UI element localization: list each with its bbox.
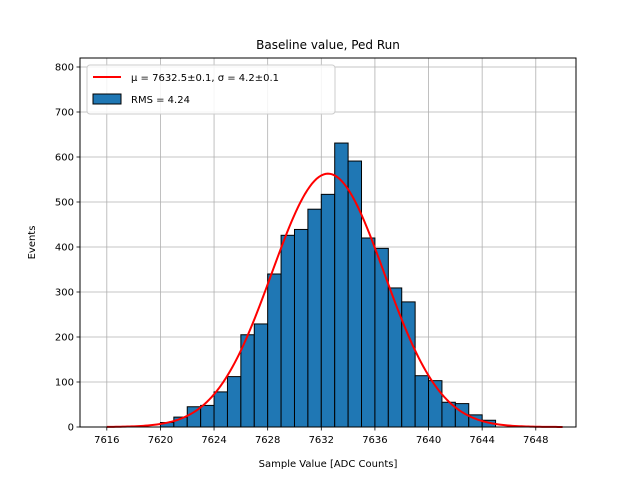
histogram-bar xyxy=(200,404,215,428)
histogram-bar xyxy=(374,247,389,428)
legend-fit-label: μ = 7632.5±0.1, σ = 4.2±0.1 xyxy=(131,73,279,84)
x-tick-label: 7616 xyxy=(94,435,119,446)
histogram-bar xyxy=(293,228,309,428)
histogram-bar xyxy=(267,273,282,428)
legend-histogram-swatch xyxy=(92,93,122,105)
y-tick-label: 100 xyxy=(55,378,74,389)
fit-curve xyxy=(106,172,563,428)
y-tick-label: 200 xyxy=(55,333,74,344)
y-tick-label: 600 xyxy=(55,153,74,164)
histogram-bar xyxy=(428,380,443,428)
plot-frame xyxy=(79,57,577,428)
histogram-bar xyxy=(414,375,430,428)
y-tick-label: 400 xyxy=(55,243,74,254)
x-tick-label: 7648 xyxy=(523,435,548,446)
x-tick-label: 7628 xyxy=(255,435,280,446)
y-axis-ticks: 0 100 200 300 400 500 600 700 800 xyxy=(55,63,80,434)
y-tick-label: 0 xyxy=(68,423,74,434)
x-tick-label: 7644 xyxy=(469,435,494,446)
x-axis-label: Sample Value [ADC Counts] xyxy=(259,459,398,470)
y-tick-label: 300 xyxy=(55,288,74,299)
y-tick-label: 800 xyxy=(55,63,74,74)
histogram-bar xyxy=(401,301,416,428)
x-tick-label: 7620 xyxy=(148,435,173,446)
histogram-bar xyxy=(213,391,228,428)
x-tick-label: 7624 xyxy=(201,435,226,446)
histogram-bar xyxy=(253,323,269,428)
x-tick-label: 7636 xyxy=(362,435,387,446)
histogram-bars xyxy=(159,142,497,428)
y-axis-label: Events xyxy=(27,226,38,260)
histogram-bar xyxy=(387,287,403,428)
x-tick-label: 7640 xyxy=(416,435,441,446)
histogram-bar xyxy=(307,208,322,428)
histogram-bar xyxy=(361,237,376,428)
histogram-bar xyxy=(280,234,295,428)
histogram-bar xyxy=(240,334,255,428)
chart-title: Baseline value, Ped Run xyxy=(256,38,400,52)
gaussian-fit xyxy=(106,172,563,428)
legend: μ = 7632.5±0.1, σ = 4.2±0.1 RMS = 4.24 xyxy=(86,64,336,115)
histogram-bar xyxy=(226,376,242,428)
legend-box xyxy=(86,64,336,115)
legend-histogram-label: RMS = 4.24 xyxy=(131,95,190,106)
x-axis-ticks: 7616 7620 7624 7628 7632 7636 7640 7644 7648 xyxy=(94,427,549,446)
x-tick-label: 7632 xyxy=(309,435,334,446)
y-tick-label: 500 xyxy=(55,198,74,209)
y-tick-label: 700 xyxy=(55,108,74,119)
histogram-bar xyxy=(320,193,336,428)
